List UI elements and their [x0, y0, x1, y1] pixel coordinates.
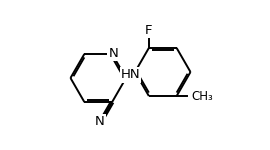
Text: HN: HN	[121, 69, 140, 81]
Text: CH₃: CH₃	[191, 90, 213, 103]
Text: N: N	[95, 115, 105, 128]
Text: F: F	[145, 24, 153, 37]
Text: N: N	[109, 47, 118, 60]
